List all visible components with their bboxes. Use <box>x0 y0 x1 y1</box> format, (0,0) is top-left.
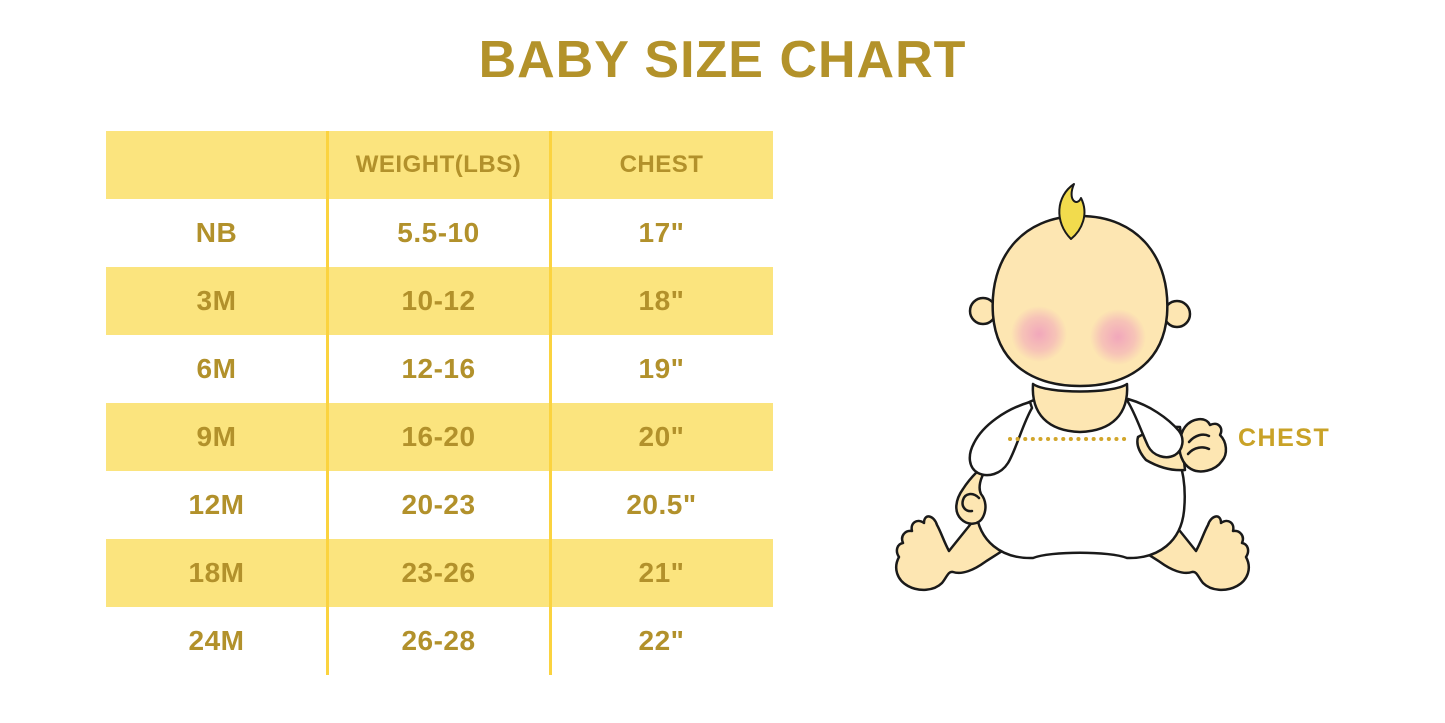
weight-cell: 20-23 <box>401 489 476 520</box>
baby-hair-curl <box>1058 183 1086 240</box>
weight-cell: 23-26 <box>401 557 476 588</box>
size-cell: 6M <box>196 353 237 384</box>
size-table: WEIGHT(LBS) CHEST NB 5.5-10 17" 3M 10-12… <box>106 131 773 675</box>
table-header-row: WEIGHT(LBS) CHEST <box>106 131 773 199</box>
baby-neck <box>1031 382 1129 434</box>
baby-right-cheek <box>1090 309 1146 365</box>
page-title: BABY SIZE CHART <box>478 31 967 89</box>
size-cell: 24M <box>188 625 245 656</box>
weight-cell: 12-16 <box>401 353 476 384</box>
chest-cell: 20.5" <box>626 489 697 520</box>
weight-cell: 5.5-10 <box>397 217 480 248</box>
size-cell: 12M <box>188 489 245 520</box>
table-row: 24M 26-28 22" <box>106 607 773 675</box>
table-row: 3M 10-12 18" <box>106 267 773 335</box>
baby-left-sleeve <box>968 400 1034 477</box>
size-cell: NB <box>195 217 238 248</box>
header-size <box>106 131 327 199</box>
table-row: NB 5.5-10 17" <box>106 199 773 267</box>
column-divider <box>549 131 552 675</box>
header-chest: CHEST <box>619 151 704 178</box>
table-row: 9M 16-20 20" <box>106 403 773 471</box>
weight-cell: 26-28 <box>401 625 476 656</box>
baby-head <box>991 214 1169 388</box>
baby-illustration <box>895 183 1251 592</box>
header-weight: WEIGHT(LBS) <box>355 151 522 178</box>
baby-left-hand-curl <box>961 492 981 513</box>
weight-cell: 10-12 <box>401 285 476 316</box>
table-row: 18M 23-26 21" <box>106 539 773 607</box>
chest-cell: 17" <box>638 217 685 248</box>
chest-cell: 22" <box>638 625 685 656</box>
size-cell: 18M <box>188 557 245 588</box>
weight-cell: 16-20 <box>401 421 476 452</box>
chest-cell: 18" <box>638 285 685 316</box>
chest-cell: 20" <box>638 421 685 452</box>
column-divider <box>326 131 329 675</box>
baby-right-fist <box>1178 418 1228 473</box>
table-row: 6M 12-16 19" <box>106 335 773 403</box>
baby-left-cheek <box>1011 306 1067 362</box>
baby-left-arm <box>955 454 998 525</box>
chest-cell: 21" <box>638 557 685 588</box>
chest-label: CHEST <box>1238 424 1331 452</box>
size-cell: 9M <box>196 421 237 452</box>
baby-fist-fingers <box>1186 433 1211 456</box>
table-row: 12M 20-23 20.5" <box>106 471 773 539</box>
size-cell: 3M <box>196 285 237 316</box>
chest-cell: 19" <box>638 353 685 384</box>
baby-right-sleeve <box>1126 397 1184 459</box>
